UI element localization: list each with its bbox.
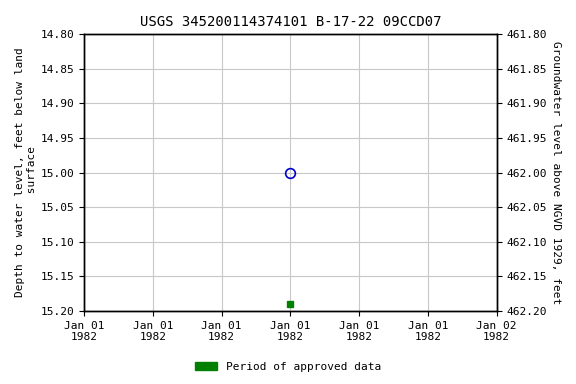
Legend: Period of approved data: Period of approved data: [191, 358, 385, 377]
Y-axis label: Depth to water level, feet below land
 surface: Depth to water level, feet below land su…: [15, 48, 37, 298]
Title: USGS 345200114374101 B-17-22 09CCD07: USGS 345200114374101 B-17-22 09CCD07: [139, 15, 441, 29]
Y-axis label: Groundwater level above NGVD 1929, feet: Groundwater level above NGVD 1929, feet: [551, 41, 561, 304]
